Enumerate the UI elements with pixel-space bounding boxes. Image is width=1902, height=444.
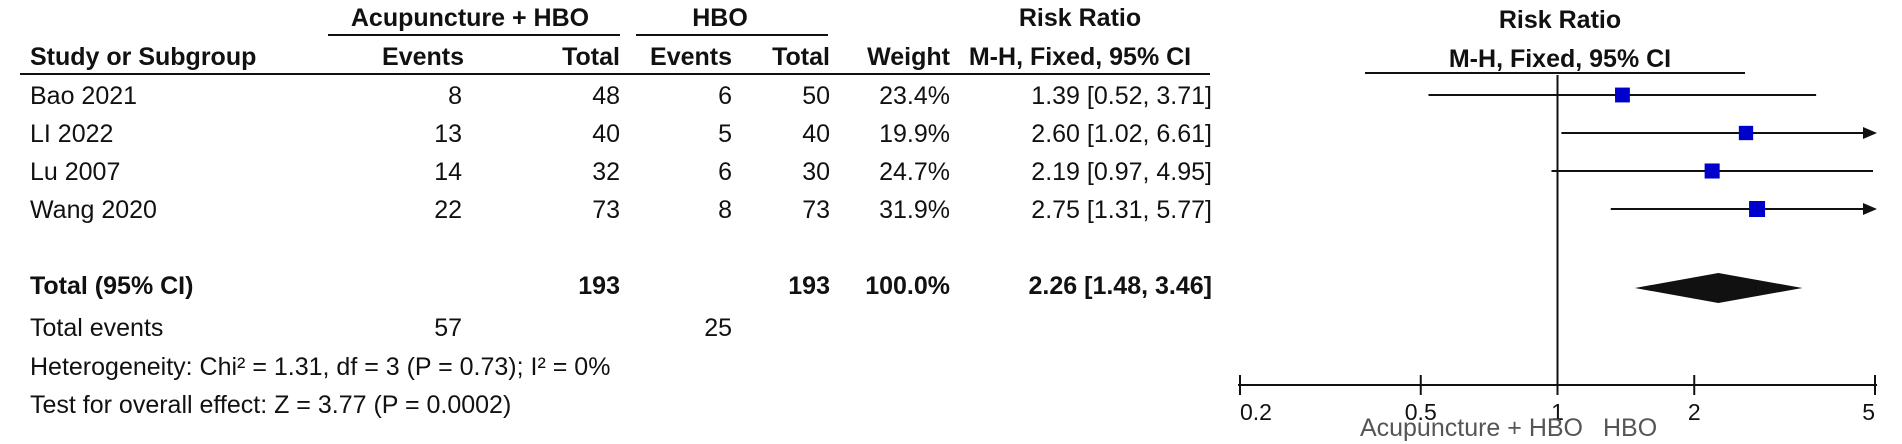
ci-value: 2.75 [1.31, 5.77] <box>1031 196 1212 224</box>
events1-value: 8 <box>448 82 462 110</box>
x-tick-label: 0.5 <box>1405 399 1437 425</box>
study-name: Wang 2020 <box>30 196 157 224</box>
ci-value: 2.19 [0.97, 4.95] <box>1031 158 1212 186</box>
col-weight-header: Weight <box>867 43 950 71</box>
study-name: LI 2022 <box>30 120 114 148</box>
study-marker <box>1749 201 1766 217</box>
total1-value: 40 <box>592 120 620 148</box>
forest-plot: Risk Ratio M-H, Fixed, 95% CI 0.2 0.5 1 2 5 … <box>1238 6 1877 442</box>
total-ci: 2.26 [1.48, 3.46] <box>1028 272 1212 300</box>
heterogeneity-text: Heterogeneity: Chi² = 1.31, df = 3 (P = … <box>30 353 611 381</box>
total-weight: 100.0% <box>865 272 950 300</box>
total2-value: 50 <box>802 82 830 110</box>
group2-underline <box>636 34 828 36</box>
x-tick-label: 5 <box>1862 399 1875 425</box>
col-ci-header: M-H, Fixed, 95% CI <box>968 43 1192 71</box>
ci-arrow <box>1863 203 1877 215</box>
events1-value: 22 <box>434 196 462 224</box>
total1-value: 73 <box>592 196 620 224</box>
group2-header: HBO <box>692 4 748 32</box>
favours-right-label: HBO <box>1603 414 1657 442</box>
x-tick-label: 1 <box>1551 399 1564 425</box>
total-events-label: Total events <box>30 314 164 342</box>
events2-value: 6 <box>718 158 732 186</box>
weight-value: 24.7% <box>879 158 950 186</box>
plot-body: 0.2 0.5 1 2 5 <box>1238 75 1877 425</box>
total1-value: 32 <box>592 158 620 186</box>
col-total1-header: Total <box>562 43 620 71</box>
x-tick-label: 0.2 <box>1240 399 1272 425</box>
ci-value: 1.39 [0.52, 3.71] <box>1031 82 1212 110</box>
header-rule <box>20 73 1210 75</box>
overall-effect-text: Test for overall effect: Z = 3.77 (P = 0… <box>30 391 512 419</box>
rr-header-title: Risk Ratio <box>1018 4 1142 32</box>
total-events2: 25 <box>704 314 732 342</box>
favours-left-label: Acupuncture + HBO <box>1360 414 1583 442</box>
total1-sum: 193 <box>578 272 620 300</box>
plot-title: Risk Ratio <box>1499 6 1621 34</box>
col-events2-header: Events <box>650 43 732 71</box>
group1-header: Acupuncture + HBO <box>350 4 590 32</box>
col-events1-header: Events <box>382 43 464 71</box>
study-marker <box>1615 87 1630 103</box>
total2-value: 40 <box>802 120 830 148</box>
x-tick-label: 2 <box>1688 399 1701 425</box>
col-total2-header: Total <box>772 43 830 71</box>
events2-value: 6 <box>718 82 732 110</box>
ci-arrow <box>1863 127 1877 139</box>
plot-subtitle: M-H, Fixed, 95% CI <box>1449 45 1671 73</box>
study-name: Lu 2007 <box>30 158 121 186</box>
total2-sum: 193 <box>788 272 830 300</box>
total-events1: 57 <box>434 314 462 342</box>
weight-value: 23.4% <box>879 82 950 110</box>
total1-value: 48 <box>592 82 620 110</box>
group1-underline <box>328 34 620 36</box>
events1-value: 13 <box>434 120 462 148</box>
events2-value: 8 <box>718 196 732 224</box>
weight-value: 31.9% <box>879 196 950 224</box>
pooled-diamond <box>1634 273 1803 303</box>
study-marker <box>1704 163 1720 179</box>
study-marker <box>1738 125 1754 141</box>
col-study-header: Study or Subgroup <box>30 43 257 71</box>
weight-value: 19.9% <box>879 120 950 148</box>
ci-value: 2.60 [1.02, 6.61] <box>1031 120 1212 148</box>
study-name: Bao 2021 <box>30 82 138 110</box>
total-label: Total (95% CI) <box>30 272 194 300</box>
events1-value: 14 <box>434 158 462 186</box>
total2-value: 73 <box>802 196 830 224</box>
total2-value: 30 <box>802 158 830 186</box>
events2-value: 5 <box>718 120 732 148</box>
